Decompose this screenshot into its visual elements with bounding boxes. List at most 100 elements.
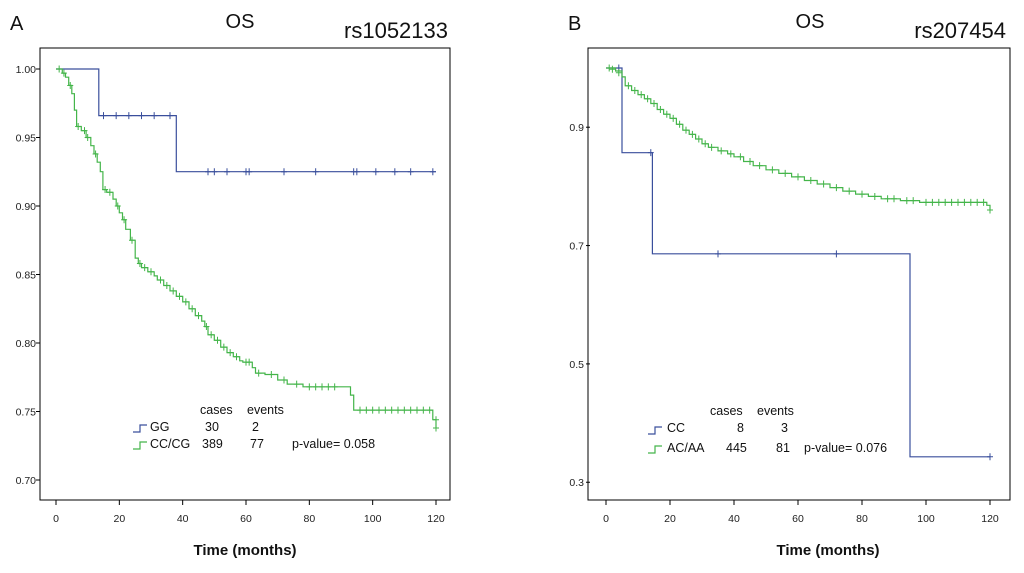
x-tick-label-b: 60 xyxy=(792,513,804,525)
legend-swatch-cccg xyxy=(133,441,147,450)
censor-mark-cc xyxy=(647,149,654,157)
censor-mark-cccg xyxy=(121,216,128,224)
censor-mark-acaa xyxy=(846,187,853,195)
censor-mark-cccg xyxy=(433,416,439,424)
censor-mark-cccg xyxy=(84,134,91,141)
censor-mark-acaa xyxy=(942,198,949,206)
censor-mark-gg xyxy=(205,168,211,176)
censor-mark-acaa xyxy=(923,198,929,206)
x-ticks-b: 0 20 40 60 80 100 120 xyxy=(603,500,999,525)
y-tick-label-a: 0.80 xyxy=(16,338,37,350)
censor-mark-acaa xyxy=(631,87,638,95)
y-tick-label-b: 0.5 xyxy=(569,359,584,371)
survival-curve-cc xyxy=(606,67,990,458)
censor-mark-acaa xyxy=(782,169,789,177)
censor-mark-acaa xyxy=(948,198,955,206)
censor-mark-acaa xyxy=(910,197,917,205)
censor-mark-acaa xyxy=(644,95,651,103)
censor-mark-cccg xyxy=(214,336,221,344)
censor-mark-cccg xyxy=(357,406,363,414)
y-tick-label-a: 0.75 xyxy=(16,407,37,419)
censor-mark-gg xyxy=(372,168,379,176)
censor-mark-acaa xyxy=(987,206,993,214)
x-tick-label-b: 40 xyxy=(728,513,740,525)
censor-mark-cccg xyxy=(382,406,389,414)
x-tick-label-b: 80 xyxy=(856,513,868,525)
censor-mark-cccg xyxy=(293,380,300,388)
censor-mark-acaa xyxy=(702,140,709,148)
x-tick-label-a: 80 xyxy=(303,513,315,525)
censor-mark-cccg xyxy=(369,406,376,414)
x-ticks-a: 0 20 40 60 80 100 120 xyxy=(53,500,445,525)
x-tick-label-a: 120 xyxy=(427,513,445,525)
legend-cases-acaa: 445 xyxy=(726,441,747,455)
censor-mark-cccg xyxy=(325,383,332,391)
x-tick-label-b: 20 xyxy=(664,513,676,525)
censor-mark-acaa xyxy=(961,198,968,206)
chart-title-b: OS xyxy=(796,11,825,33)
y-tick-label-b: 0.9 xyxy=(569,122,584,134)
censor-mark-acaa xyxy=(695,135,702,143)
legend-cases-gg: 30 xyxy=(205,420,219,434)
y-tick-label-b: 0.3 xyxy=(569,477,584,489)
censor-mark-acaa xyxy=(657,105,664,113)
censor-mark-acaa xyxy=(871,192,878,200)
x-tick-label-a: 60 xyxy=(240,513,252,525)
legend-series-name-cccg: CC/CG xyxy=(150,437,190,451)
legend-b: cases events CC 8 3 AC/AA 445 81 p-value… xyxy=(648,404,887,455)
censor-mark-gg xyxy=(281,168,287,176)
censor-mark-acaa xyxy=(756,162,763,170)
legend-events-cccg: 77 xyxy=(250,437,264,451)
y-tick-label-a: 0.95 xyxy=(16,133,37,145)
censor-mark-cccg xyxy=(129,236,135,244)
legend-events-acaa: 81 xyxy=(776,441,790,455)
censor-mark-gg xyxy=(125,112,132,120)
censor-mark-cccg xyxy=(388,406,395,414)
y-tick-label-a: 1.00 xyxy=(16,64,37,76)
censor-mark-cccg xyxy=(233,353,240,361)
censor-mark-gg xyxy=(151,112,158,120)
censor-mark-acaa xyxy=(670,114,677,122)
censor-mark-acaa xyxy=(689,130,696,138)
y-tick-label-a: 0.70 xyxy=(16,475,37,487)
censor-mark-gg xyxy=(113,112,120,120)
censor-mark-gg xyxy=(391,168,398,176)
censor-mark-acaa xyxy=(859,190,865,198)
censor-mark-cccg xyxy=(220,343,227,351)
y-tick-label-a: 0.90 xyxy=(16,201,37,213)
censor-mark-cccg xyxy=(331,383,338,391)
x-tick-label-a: 40 xyxy=(177,513,189,525)
censor-mark-cccg xyxy=(195,312,202,320)
x-axis-label-a: Time (months) xyxy=(193,542,296,559)
survival-curve-acaa xyxy=(606,67,991,211)
censor-mark-acaa xyxy=(795,173,801,181)
censor-mark-acaa xyxy=(955,198,961,206)
censor-mark-cccg xyxy=(208,331,215,339)
censor-mark-cccg xyxy=(106,188,113,196)
panel-label-a: A xyxy=(10,13,24,35)
censor-mark-acaa xyxy=(974,198,981,206)
censor-mark-gg xyxy=(246,168,253,176)
censor-mark-acaa xyxy=(935,198,942,206)
censor-mark-cccg xyxy=(433,424,439,432)
legend-swatch-cc xyxy=(648,426,662,435)
censor-mark-cccg xyxy=(102,186,109,194)
censor-mark-cccg xyxy=(141,264,148,272)
censor-mark-gg xyxy=(224,168,230,176)
legend-series-name-gg: GG xyxy=(150,420,169,434)
censor-mark-cccg xyxy=(157,276,164,284)
censor-mark-cc xyxy=(833,250,840,258)
chart-title-a: OS xyxy=(226,11,255,33)
censor-mark-acaa xyxy=(980,198,987,206)
censor-mark-cccg xyxy=(92,150,99,158)
censor-mark-acaa xyxy=(625,82,632,90)
censor-mark-acaa xyxy=(609,65,616,73)
censor-mark-gg xyxy=(429,168,436,176)
censor-mark-cccg xyxy=(67,81,74,89)
legend-series-name-acaa: AC/AA xyxy=(667,441,705,455)
censor-mark-acaa xyxy=(606,64,613,72)
y-tick-label-b: 0.7 xyxy=(569,241,584,253)
p-value-a: p-value= 0.058 xyxy=(292,437,375,451)
censor-mark-acaa xyxy=(683,126,689,134)
